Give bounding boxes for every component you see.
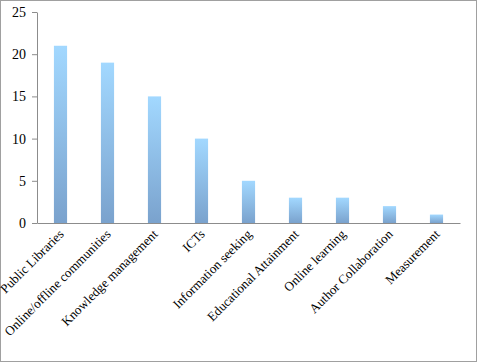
y-tick-mark	[32, 181, 37, 182]
y-tick-label: 10	[12, 132, 26, 147]
y-tick-mark	[32, 96, 37, 97]
x-axis-line	[38, 223, 461, 224]
chart: 0 5 10 15 20 25 Public LibrariesOnline/offline…	[0, 0, 477, 362]
bar	[336, 198, 349, 223]
x-tick-label: Knowledge management	[58, 226, 161, 329]
y-tick: 20	[12, 47, 37, 62]
x-tick: Measurement	[382, 226, 443, 287]
x-tick-label: Measurement	[382, 226, 443, 287]
x-tick-label: Author Collaboration	[306, 226, 396, 316]
bar	[430, 215, 443, 223]
y-tick-mark	[32, 12, 37, 13]
y-tick-label: 25	[12, 5, 26, 20]
x-tick: Knowledge management	[58, 226, 161, 329]
y-tick-mark	[32, 139, 37, 140]
x-tick-label: ICTs	[179, 227, 207, 255]
bar	[195, 139, 208, 223]
bar	[242, 181, 255, 223]
bar	[54, 46, 67, 223]
y-tick: 15	[12, 89, 37, 104]
x-tick-label: Educational Attainment	[204, 226, 302, 324]
y-tick: 0	[19, 216, 37, 231]
x-tick: Educational Attainment	[204, 226, 302, 324]
bar	[383, 206, 396, 223]
bar	[101, 63, 114, 223]
y-tick-mark	[32, 223, 37, 224]
x-tick: ICTs	[179, 227, 207, 255]
x-tick: Information seeking	[170, 226, 255, 311]
x-tick-label: Information seeking	[170, 226, 255, 311]
y-tick-mark	[32, 54, 37, 55]
y-axis: 0 5 10 15 20 25	[12, 5, 38, 231]
frame	[1, 1, 477, 362]
y-tick-label: 20	[12, 47, 26, 62]
bar	[289, 198, 302, 223]
y-tick-label: 0	[19, 216, 26, 231]
y-tick: 5	[19, 174, 37, 189]
y-tick-label: 15	[12, 89, 26, 104]
y-tick: 25	[12, 5, 37, 20]
plot: 0 5 10 15 20 25 Public LibrariesOnline/offline…	[0, 5, 460, 339]
x-tick: Author Collaboration	[306, 226, 396, 316]
bars	[54, 46, 443, 223]
y-tick-label: 5	[19, 174, 26, 189]
x-axis: Public LibrariesOnline/offline communiti…	[0, 224, 460, 339]
y-axis-line	[37, 13, 38, 224]
y-tick: 10	[12, 132, 37, 147]
bar	[148, 96, 161, 223]
